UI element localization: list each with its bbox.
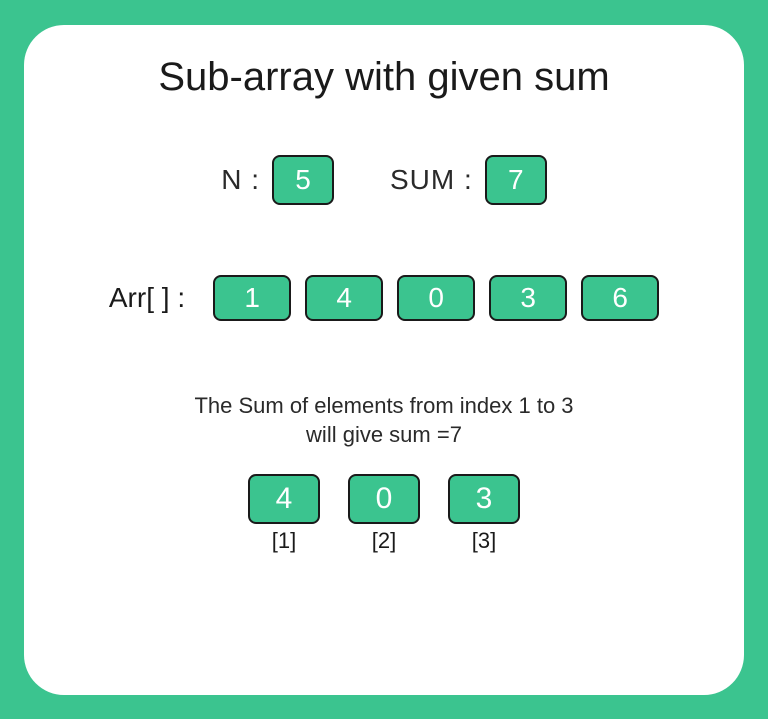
sum-input-group: SUM : 7 xyxy=(390,155,547,205)
result-value-box: 4 xyxy=(248,474,320,524)
result-value-box: 3 xyxy=(448,474,520,524)
result-index-label: [2] xyxy=(372,528,396,554)
result-value-box: 0 xyxy=(348,474,420,524)
explanation-line1: The Sum of elements from index 1 to 3 xyxy=(194,393,573,418)
result-col: 4 [1] xyxy=(248,474,320,554)
array-cell: 3 xyxy=(489,275,567,321)
result-col: 3 [3] xyxy=(448,474,520,554)
array-cell: 4 xyxy=(305,275,383,321)
n-value-box: 5 xyxy=(272,155,334,205)
array-row: Arr[ ] : 1 4 0 3 6 xyxy=(109,275,659,321)
array-label: Arr[ ] : xyxy=(109,282,185,314)
array-cell: 0 xyxy=(397,275,475,321)
sum-value-box: 7 xyxy=(485,155,547,205)
result-row: 4 [1] 0 [2] 3 [3] xyxy=(248,474,520,554)
result-index-label: [1] xyxy=(272,528,296,554)
explanation-line2: will give sum =7 xyxy=(306,422,462,447)
main-card: Sub-array with given sum N : 5 SUM : 7 A… xyxy=(24,25,744,695)
n-label: N : xyxy=(221,164,260,196)
array-cell: 1 xyxy=(213,275,291,321)
page-title: Sub-array with given sum xyxy=(158,55,609,100)
explanation-text: The Sum of elements from index 1 to 3 wi… xyxy=(194,391,573,450)
inputs-row: N : 5 SUM : 7 xyxy=(221,155,547,205)
array-cell: 6 xyxy=(581,275,659,321)
sum-label: SUM : xyxy=(390,164,473,196)
n-input-group: N : 5 xyxy=(221,155,334,205)
array-boxes: 1 4 0 3 6 xyxy=(213,275,659,321)
result-col: 0 [2] xyxy=(348,474,420,554)
result-index-label: [3] xyxy=(472,528,496,554)
